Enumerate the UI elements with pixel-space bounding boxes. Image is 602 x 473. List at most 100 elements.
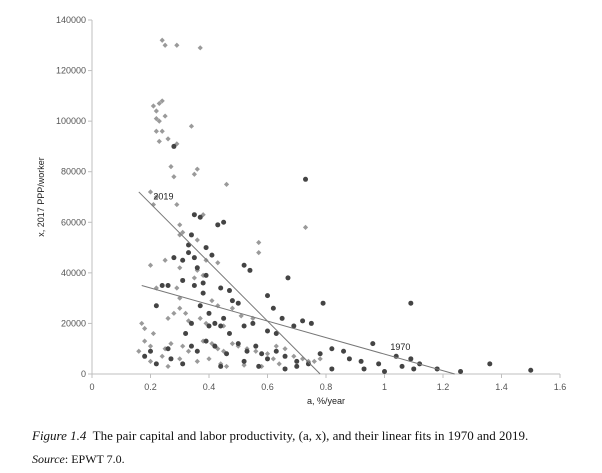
data-point-diamond <box>171 174 177 180</box>
data-point-circle <box>200 280 206 286</box>
data-point-diamond <box>276 361 282 367</box>
data-point-circle <box>282 366 288 372</box>
data-point-circle <box>226 331 232 337</box>
y-tick-label: 100000 <box>56 116 86 126</box>
data-point-circle <box>165 283 171 288</box>
data-point-diamond <box>194 166 200 172</box>
data-point-diamond <box>311 358 317 364</box>
data-point-diamond <box>253 348 259 354</box>
data-point-circle <box>235 300 241 306</box>
data-point-diamond <box>209 341 215 347</box>
data-point-diamond <box>194 237 200 243</box>
data-point-diamond <box>153 108 159 114</box>
data-point-circle <box>329 346 335 352</box>
x-axis-title: a, %/year <box>307 396 345 406</box>
data-point-diamond <box>150 103 157 109</box>
data-point-diamond <box>197 45 203 51</box>
data-point-circle <box>259 351 265 357</box>
data-point-diamond <box>229 305 235 311</box>
data-point-circle <box>317 351 323 357</box>
data-point-diamond <box>177 232 183 238</box>
x-tick-label: 0 <box>89 382 94 392</box>
data-point-circle <box>153 303 159 309</box>
data-point-circle <box>171 255 177 261</box>
data-point-circle <box>370 341 376 347</box>
data-point-diamond <box>209 298 215 304</box>
data-point-diamond <box>302 224 309 230</box>
annotation-2019: 2019 <box>153 192 173 202</box>
data-point-diamond <box>165 315 171 321</box>
data-point-circle <box>241 323 247 329</box>
data-point-diamond <box>191 171 197 177</box>
data-point-circle <box>244 348 250 354</box>
data-point-diamond <box>203 257 209 263</box>
data-point-diamond <box>142 338 148 344</box>
data-point-circle <box>399 363 405 369</box>
scatter-chart: 0 20000 40000 60000 80000 100000 120000 140000 0… <box>36 15 566 406</box>
data-point-circle <box>191 255 197 261</box>
data-point-circle <box>408 300 414 306</box>
data-point-circle <box>250 320 256 326</box>
data-point-diamond <box>147 189 154 195</box>
data-point-diamond <box>250 315 256 321</box>
data-point-diamond <box>165 136 171 142</box>
data-point-diamond <box>168 164 174 170</box>
data-point-diamond <box>273 343 279 349</box>
data-point-circle <box>253 343 259 349</box>
data-point-circle <box>188 343 194 349</box>
data-point-circle <box>376 361 382 367</box>
data-point-circle <box>221 315 227 321</box>
data-point-diamond <box>139 320 145 327</box>
x-tick-label: 0.2 <box>144 382 157 392</box>
data-point-circle <box>200 290 206 296</box>
data-point-diamond <box>200 338 206 344</box>
data-point-circle <box>279 315 285 321</box>
data-point-circle <box>215 222 221 228</box>
data-point-circle <box>241 262 247 268</box>
data-point-diamond <box>156 118 162 124</box>
data-point-diamond <box>206 356 212 362</box>
data-point-circle <box>188 232 194 238</box>
data-point-diamond <box>153 128 159 134</box>
data-point-diamond <box>147 262 154 268</box>
data-point-circle <box>194 265 200 271</box>
data-point-diamond <box>147 343 154 349</box>
data-point-diamond <box>223 363 230 370</box>
data-point-circle <box>221 219 227 225</box>
data-point-circle <box>528 367 534 373</box>
data-point-diamond <box>291 353 297 359</box>
data-point-diamond <box>183 310 189 316</box>
data-point-diamond <box>177 305 183 311</box>
data-point-circle <box>229 298 235 304</box>
data-point-circle <box>212 320 218 326</box>
data-point-circle <box>300 318 306 324</box>
data-point-diamond <box>171 310 177 316</box>
data-point-diamond <box>180 229 186 235</box>
data-point-circle <box>212 343 218 349</box>
data-point-diamond <box>215 260 221 266</box>
data-point-circle <box>487 361 493 367</box>
data-point-diamond <box>238 313 244 319</box>
axes: 0 20000 40000 60000 80000 100000 120000 140000 0… <box>36 15 566 406</box>
y-tick-label: 60000 <box>61 217 86 227</box>
data-point-circle <box>203 245 209 251</box>
data-point-circle <box>247 267 253 273</box>
data-point-circle <box>408 356 414 362</box>
data-point-diamond <box>162 113 168 119</box>
data-point-circle <box>265 293 270 299</box>
annotations: 2019 1970 <box>153 192 410 352</box>
data-point-circle <box>361 366 367 372</box>
data-point-circle <box>320 300 326 306</box>
x-tick-label: 1.2 <box>437 382 450 392</box>
y-tick-label: 80000 <box>61 167 86 177</box>
data-point-circle <box>256 363 262 369</box>
source-label: Source <box>32 452 65 466</box>
data-point-diamond <box>159 128 165 134</box>
annotation-1970: 1970 <box>390 342 410 352</box>
x-tick-label: 1.4 <box>495 382 508 392</box>
data-point-circle <box>305 361 311 367</box>
data-point-circle <box>303 176 309 182</box>
data-point-circle <box>142 353 148 359</box>
data-point-circle <box>218 285 224 291</box>
data-point-diamond <box>180 343 186 349</box>
